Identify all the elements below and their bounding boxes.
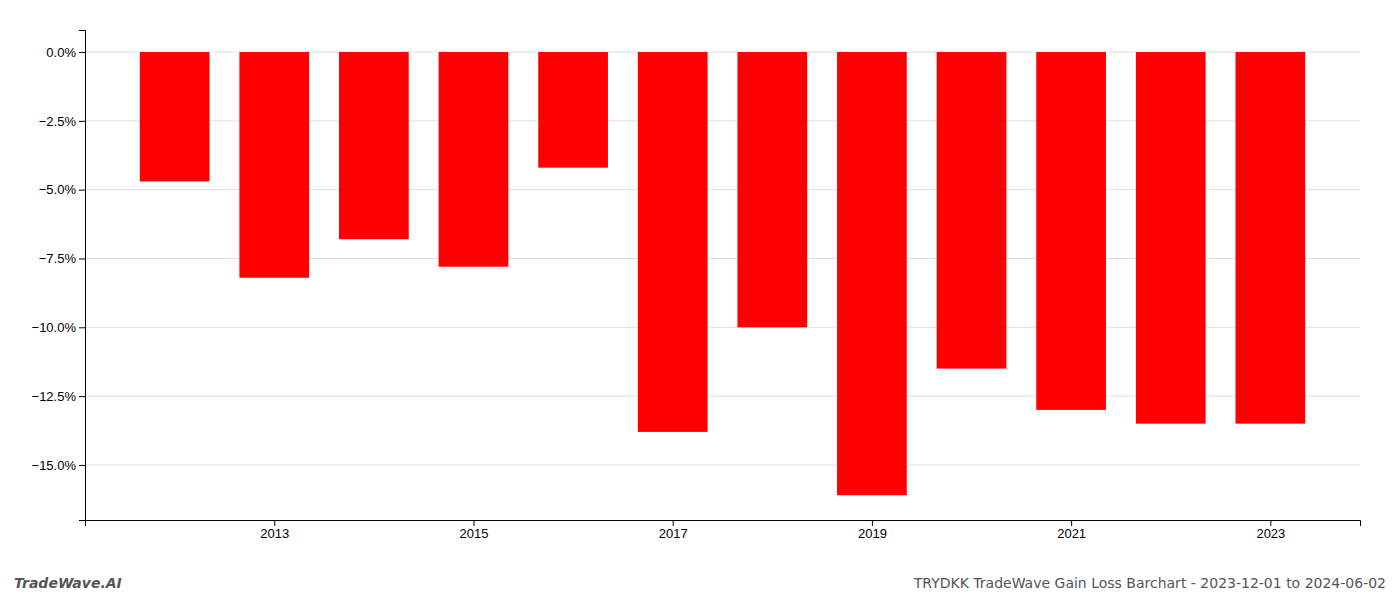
footer-left: TradeWave.AI <box>14 575 122 591</box>
bar <box>140 52 210 181</box>
y-tick-label: −2.5% <box>39 114 77 129</box>
y-tick: −15.0% <box>32 458 85 473</box>
y-tick-mark <box>79 258 85 259</box>
x-axis: 2013 2015 2017 2019 2021 2023 <box>86 520 1361 541</box>
x-tick: 2017 <box>659 520 688 541</box>
y-tick-mark <box>79 190 85 191</box>
x-tick-label: 2019 <box>858 526 887 541</box>
y-axis-line <box>79 31 86 521</box>
y-tick-mark <box>79 465 85 466</box>
x-tick-label: 2021 <box>1057 526 1086 541</box>
bar <box>937 52 1007 369</box>
bar <box>737 52 807 327</box>
bar <box>1235 52 1305 424</box>
y-tick-label: −15.0% <box>32 458 77 473</box>
x-tick-mark <box>274 520 275 526</box>
bars <box>140 52 1305 495</box>
x-tick-label: 2023 <box>1256 526 1285 541</box>
x-tick-mark <box>1270 520 1271 526</box>
footer-right: TRYDKK TradeWave Gain Loss Barchart - 20… <box>913 575 1386 591</box>
y-tick-label: −12.5% <box>32 389 77 404</box>
grid-line <box>85 464 1360 465</box>
x-tick-mark <box>673 520 674 526</box>
x-tick: 2013 <box>260 520 289 541</box>
y-tick: −2.5% <box>39 114 85 129</box>
footer: TradeWave.AI TRYDKK TradeWave Gain Loss B… <box>14 575 1386 591</box>
x-tick: 2021 <box>1057 520 1086 541</box>
y-tick-mark <box>79 396 85 397</box>
x-tick-mark <box>872 520 873 526</box>
x-tick: 2015 <box>460 520 489 541</box>
bar <box>1036 52 1106 410</box>
x-tick-label: 2015 <box>460 526 489 541</box>
y-tick-label: −5.0% <box>39 182 77 197</box>
bar <box>837 52 907 495</box>
bar <box>439 52 509 267</box>
bar <box>538 52 608 168</box>
bar <box>638 52 708 432</box>
x-tick-mark <box>1071 520 1072 526</box>
bar <box>239 52 309 278</box>
bar <box>339 52 409 239</box>
bar <box>1136 52 1206 424</box>
y-tick: −12.5% <box>32 389 85 404</box>
y-tick-mark <box>79 327 85 328</box>
y-axis: 0.0% −2.5% −5.0% −7.5% −10.0% −12.5% −15.0% <box>32 31 86 521</box>
y-tick-label: −10.0% <box>32 320 77 335</box>
y-tick: −10.0% <box>32 320 85 335</box>
grid <box>85 52 1360 465</box>
x-tick-label: 2013 <box>260 526 289 541</box>
x-axis-line <box>86 521 1361 527</box>
y-tick-mark <box>79 121 85 122</box>
chart: 2013 2015 2017 2019 2021 2023 0.0% −2.5% −5.0% −7… <box>0 0 1400 600</box>
x-tick: 2019 <box>858 520 887 541</box>
x-tick-mark <box>473 520 474 526</box>
y-tick: 0.0% <box>46 45 85 60</box>
y-tick-label: 0.0% <box>46 45 76 60</box>
y-tick-label: −7.5% <box>39 251 77 266</box>
x-tick: 2023 <box>1256 520 1285 541</box>
y-tick-mark <box>79 52 85 53</box>
y-tick: −7.5% <box>39 251 85 266</box>
y-tick: −5.0% <box>39 182 85 197</box>
x-tick-label: 2017 <box>659 526 688 541</box>
